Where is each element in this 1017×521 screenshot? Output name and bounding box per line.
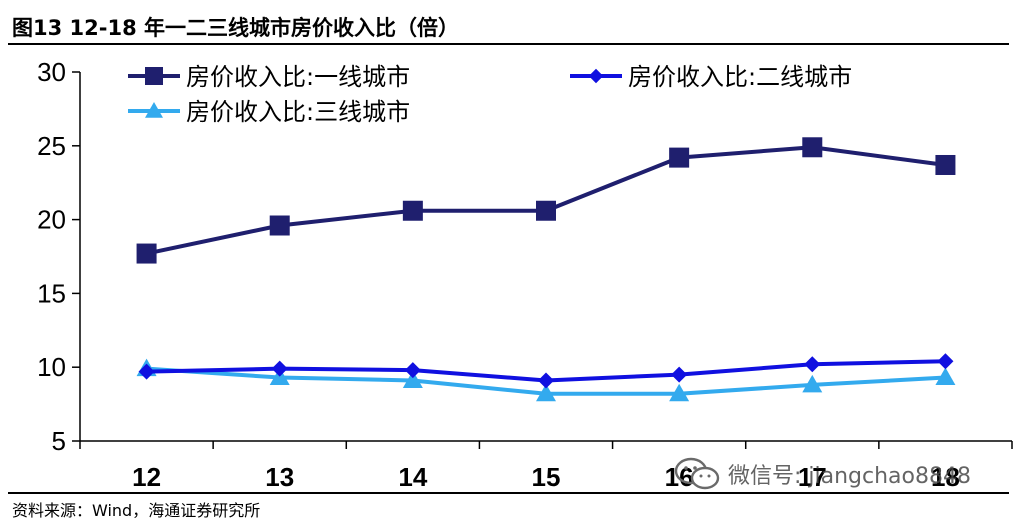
x-tick-label: 14	[398, 462, 427, 492]
legend-swatch-marker	[588, 68, 604, 84]
data-point	[802, 137, 823, 158]
y-tick-label: 5	[52, 426, 66, 456]
title-bar: 图13 12-18 年一二三线城市房价收入比（倍）	[8, 6, 1008, 42]
data-point	[671, 366, 688, 383]
legend-label: 房价收入比:三线城市	[186, 98, 410, 126]
data-point	[937, 353, 954, 370]
data-point	[536, 200, 556, 221]
watermark-text: 微信号: jiangchao8848	[728, 464, 971, 489]
y-tick-label: 20	[37, 205, 66, 235]
legend-swatch-marker	[145, 102, 163, 118]
data-point	[935, 154, 956, 175]
bottom-rule	[8, 492, 1009, 494]
x-tick-label: 13	[265, 462, 294, 492]
legend-label: 房价收入比:二线城市	[628, 63, 852, 91]
x-tick-label: 15	[532, 462, 561, 492]
y-tick-label: 30	[37, 57, 66, 87]
series-2	[138, 353, 954, 389]
data-point	[138, 363, 155, 380]
y-tick-label: 25	[37, 131, 66, 161]
data-point	[669, 383, 690, 402]
data-point	[804, 356, 821, 373]
data-point	[136, 243, 157, 264]
data-point	[669, 147, 690, 168]
data-point	[802, 374, 823, 393]
data-point	[404, 362, 421, 379]
data-point	[402, 200, 423, 221]
chart-title: 图13 12-18 年一二三线城市房价收入比（倍）	[12, 16, 460, 40]
data-point	[536, 383, 556, 402]
source-note: 资料来源：Wind，海通证券研究所	[12, 501, 261, 520]
series-1	[136, 137, 956, 264]
x-tick-label: 18	[931, 462, 960, 492]
data-point	[538, 372, 554, 389]
legend-label: 房价收入比:一线城市	[186, 63, 410, 91]
wechat-icon	[674, 457, 720, 490]
legend-swatch-marker	[145, 67, 163, 85]
y-tick-label: 15	[37, 278, 66, 308]
x-tick-label: 17	[798, 462, 827, 492]
top-rule	[8, 43, 1009, 45]
series-layer	[136, 137, 956, 402]
x-tick-label: 12	[132, 462, 161, 492]
data-point	[269, 215, 290, 236]
data-point	[402, 370, 423, 388]
series-line	[146, 145, 946, 256]
data-point	[271, 360, 288, 377]
y-tick-label: 10	[37, 352, 66, 382]
data-point	[935, 367, 956, 386]
